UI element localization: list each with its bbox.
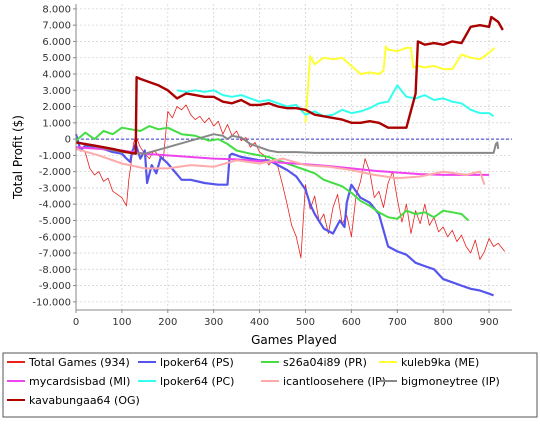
- series-lines: [74, 15, 506, 297]
- legend-label: icantloosehere (IP): [283, 375, 386, 388]
- y-tick-label: 2.000: [42, 102, 71, 113]
- x-tick-label: 800: [434, 317, 453, 328]
- y-tick-labels: 8.000 7.000 6.000 5.000 4.000 3.000 2.000 1.000…: [32, 4, 76, 308]
- legend-border: [2, 352, 538, 418]
- legend-label: mycardsisbad (MI): [29, 375, 130, 388]
- y-tick-label: 6.000: [42, 37, 71, 48]
- y-tick-label: -8.000: [39, 265, 71, 276]
- x-tick-label: 100: [112, 317, 131, 328]
- x-tick-label: 0: [73, 317, 79, 328]
- legend-item: mycardsisbad (MI): [7, 375, 130, 388]
- y-tick-label: -4.000: [39, 200, 71, 211]
- legend-label: lpoker64 (PC): [160, 375, 234, 388]
- x-tick-labels: 0 100 200 300 400 500 600 700 800 900: [73, 310, 499, 328]
- legend-item: kuleb9ka (ME): [379, 356, 479, 369]
- x-tick-label: 500: [296, 317, 315, 328]
- legend-label: lpoker64 (PS): [160, 356, 234, 369]
- legend-label: s26a04i89 (PR): [283, 356, 367, 369]
- y-tick-label: 3.000: [42, 86, 71, 97]
- y-tick-label: 5.000: [42, 53, 71, 64]
- legend: Total Games (934) lpoker64 (PS) s26a04i89 …: [2, 352, 538, 418]
- y-tick-label: 4.000: [42, 69, 71, 80]
- legend-item: bigmoneytree (IP): [379, 375, 500, 388]
- legend-item: Total Games (934): [7, 356, 130, 369]
- y-tick-label: -2.000: [39, 167, 71, 178]
- y-tick-label: -5.000: [39, 216, 71, 227]
- grid-lines: [75, 4, 512, 310]
- y-tick-label: -7.000: [39, 249, 71, 260]
- y-tick-label: -9.000: [39, 281, 71, 292]
- y-tick-label: 7.000: [42, 21, 71, 32]
- series-line-6: [75, 147, 486, 186]
- legend-item: lpoker64 (PS): [138, 356, 234, 369]
- series-line-0: [75, 104, 506, 260]
- series-line-5: [176, 84, 495, 118]
- series-line-3: [304, 45, 496, 123]
- y-tick-label: 8.000: [42, 4, 71, 15]
- legend-label: bigmoneytree (IP): [401, 375, 500, 388]
- x-tick-label: 300: [204, 317, 223, 328]
- series-line-8: [75, 15, 504, 155]
- plot-background: [76, 4, 512, 310]
- x-tick-label: 600: [342, 317, 361, 328]
- legend-item: s26a04i89 (PR): [261, 356, 367, 369]
- x-tick-label: 400: [250, 317, 269, 328]
- y-tick-label: -3.000: [39, 183, 71, 194]
- axes: [75, 4, 512, 311]
- series-line-7: [75, 133, 500, 155]
- y-axis-title: Total Profit ($): [11, 115, 25, 200]
- legend-item: lpoker64 (PC): [138, 375, 234, 388]
- x-axis-title: Games Played: [251, 333, 337, 347]
- y-tick-label: -6.000: [39, 232, 71, 243]
- x-tick-label: 700: [388, 317, 407, 328]
- legend-item: kavabungaa64 (OG): [7, 394, 140, 407]
- y-tick-label: -10.000: [32, 297, 71, 308]
- x-tick-label: 900: [480, 317, 499, 328]
- legend-label: kuleb9ka (ME): [401, 356, 479, 369]
- y-tick-label: 1.000: [42, 118, 71, 129]
- y-tick-label: 0: [65, 135, 71, 146]
- legend-label: Total Games (934): [28, 356, 130, 369]
- legend-label: kavabungaa64 (OG): [29, 394, 140, 407]
- x-tick-label: 200: [158, 317, 177, 328]
- y-tick-label: -1.000: [39, 151, 71, 162]
- legend-item: icantloosehere (IP): [261, 375, 386, 388]
